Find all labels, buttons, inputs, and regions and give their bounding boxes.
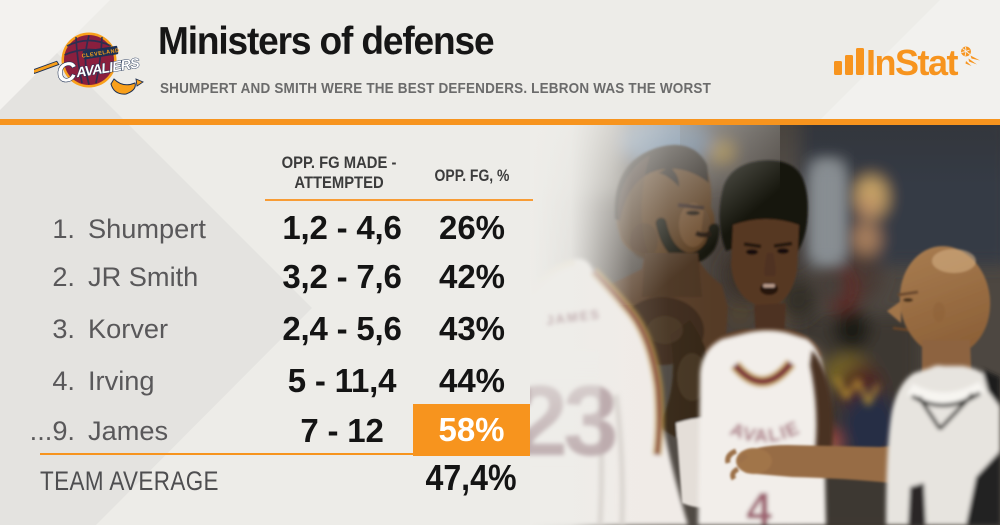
svg-text:InStat: InStat [866, 42, 959, 83]
svg-text:JAMES: JAMES [546, 306, 602, 328]
svg-text:CLEVELAND: CLEVELAND [81, 48, 120, 60]
svg-text:4: 4 [746, 483, 772, 525]
